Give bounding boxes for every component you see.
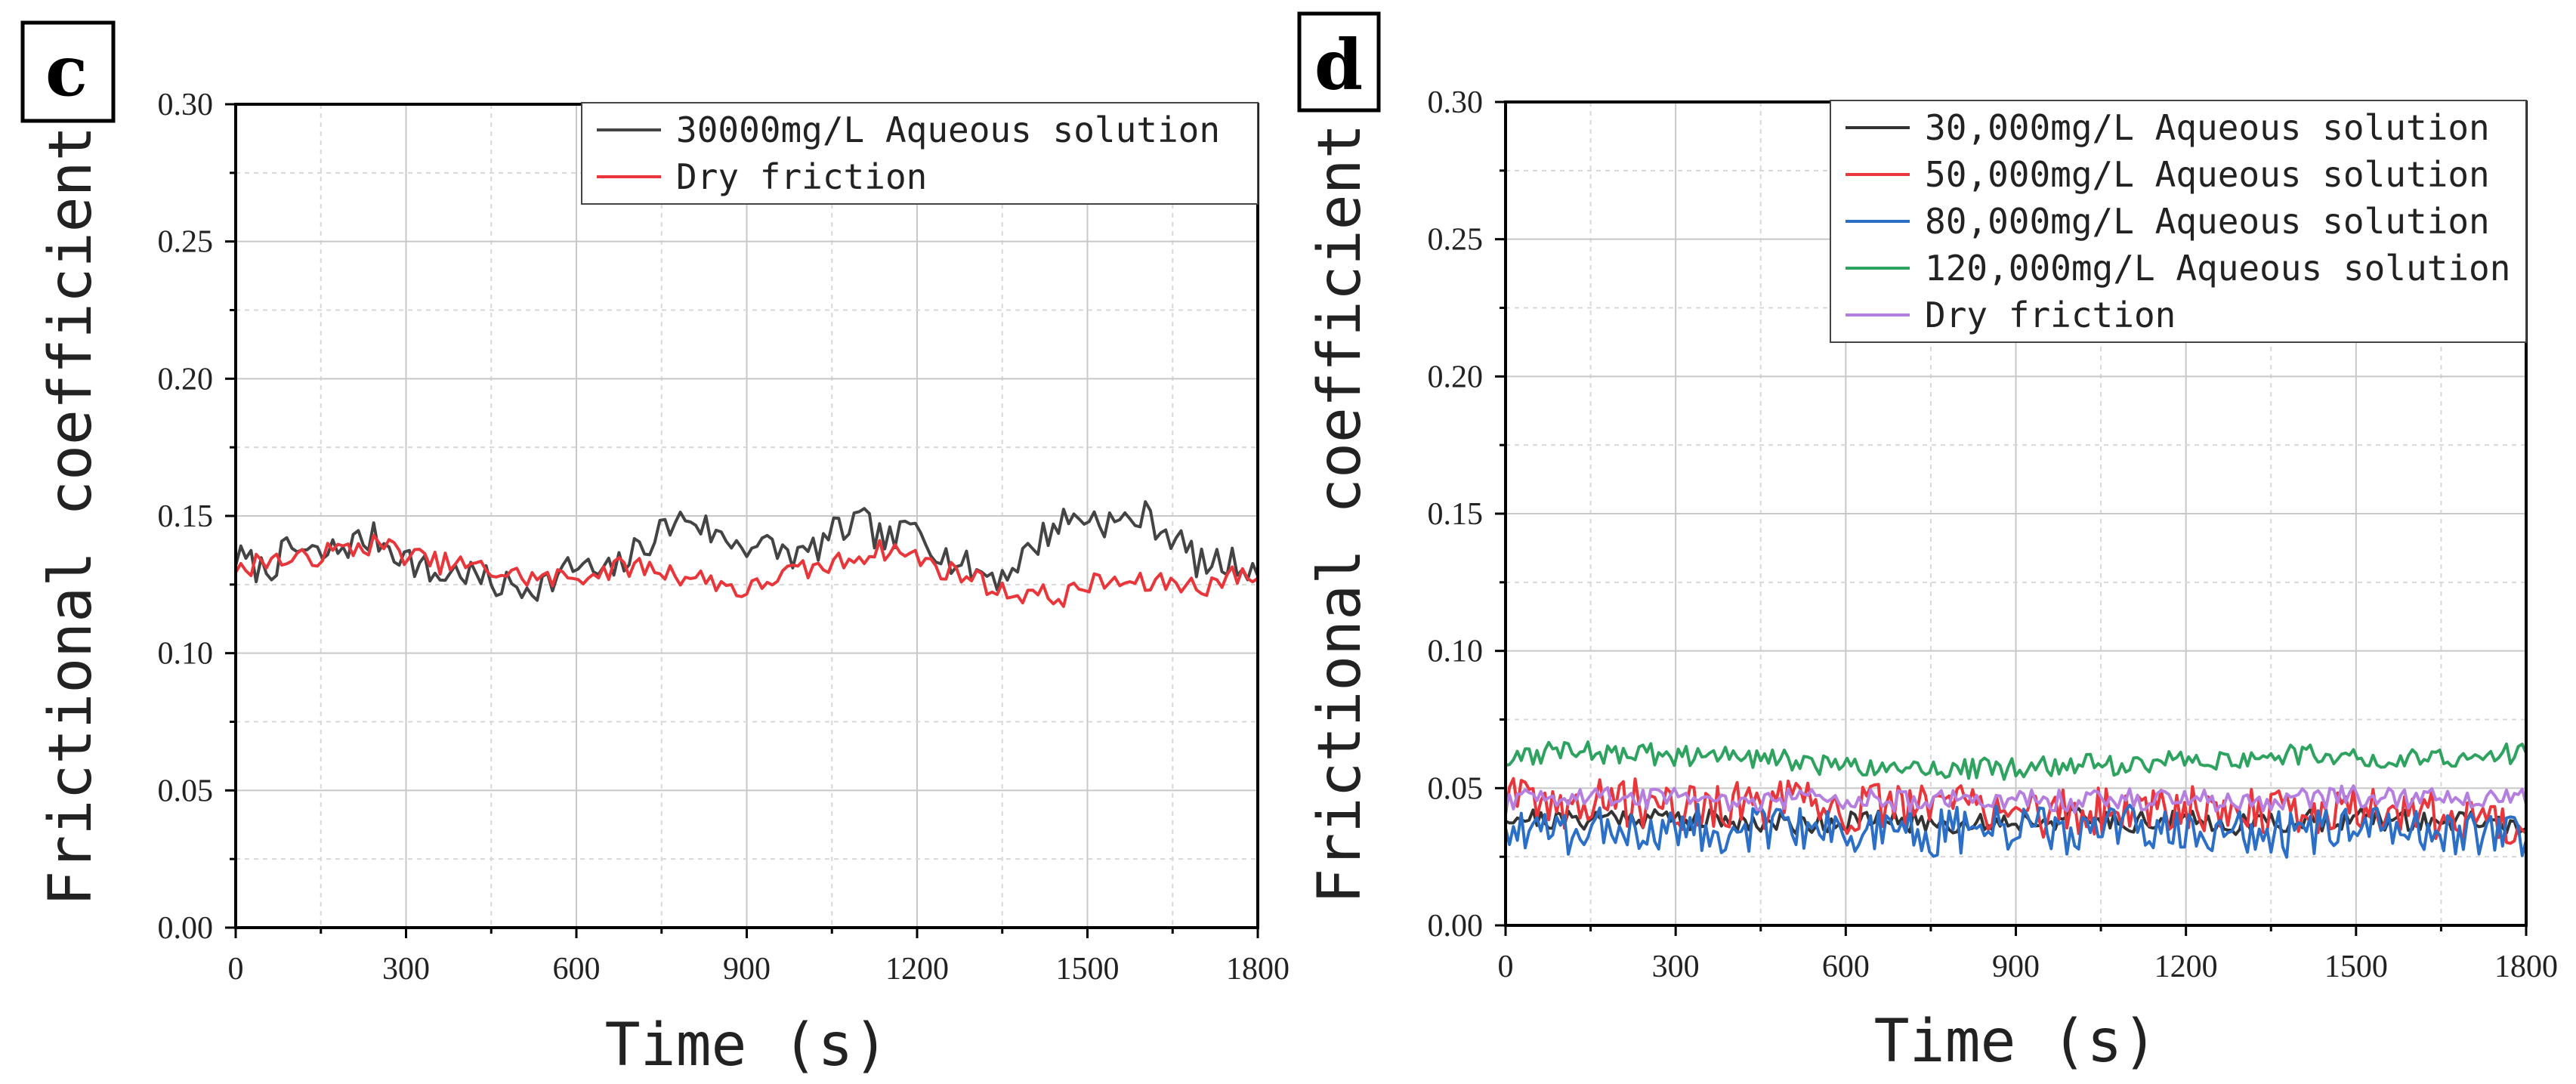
panel-letter: c — [45, 30, 88, 112]
legend-box — [581, 102, 1259, 205]
x-tick-label: 0 — [1498, 950, 1514, 984]
x-tick-label: 0 — [228, 952, 244, 987]
y-tick-label: 0.00 — [158, 911, 214, 946]
x-tick-label: 1200 — [2154, 950, 2218, 984]
grid — [236, 104, 1258, 928]
y-tick-label: 0.30 — [158, 88, 214, 122]
chart-panel-c: c 0 300 600 900 1200 1500 1800 0.00 0.05 0.10 0.15 0… — [20, 20, 1290, 1079]
panel-letter: d — [1314, 24, 1363, 106]
legend-label-1: 30,000mg/L Aqueous solution — [1925, 107, 2490, 148]
legend: 30000mg/L Aqueous solution Dry friction — [581, 102, 1259, 205]
y-tick-label: 0.10 — [158, 637, 214, 672]
panel-letter-box — [20, 20, 116, 123]
y-tick-label: 0.05 — [1428, 771, 1484, 806]
y-tick-label: 0.00 — [1428, 909, 1484, 943]
y-axis-title: Frictional coefficient — [37, 125, 105, 906]
y-tick-label: 0.15 — [1428, 497, 1484, 532]
y-tick-label: 0.10 — [1428, 635, 1484, 669]
x-tick-label: 1500 — [2324, 950, 2388, 984]
y-axis-title: Frictional coefficient — [1306, 123, 1374, 903]
legend-label-2: 50,000mg/L Aqueous solution — [1925, 154, 2490, 195]
chart-panel-d: d 0 300 600 900 1200 1500 1800 0.00 0.05 0.10 0.15 0… — [1297, 11, 2558, 1076]
legend-box — [1830, 100, 2527, 343]
x-axis-title: Time (s) — [1874, 1008, 2158, 1076]
y-tick-label: 0.25 — [158, 225, 214, 260]
x-tick-label: 900 — [723, 952, 771, 987]
series-line-2 — [234, 533, 1259, 608]
series-line-3 — [1504, 802, 2528, 859]
panel-letter-box — [1297, 11, 1381, 113]
y-tick-label: 0.15 — [158, 499, 214, 534]
grid — [1506, 102, 2526, 925]
legend-label-5: Dry friction — [1925, 295, 2176, 335]
legend-label-3: 80,000mg/L Aqueous solution — [1925, 201, 2490, 242]
legend-label-4: 120,000mg/L Aqueous solution — [1925, 248, 2510, 289]
x-tick-label: 1200 — [885, 952, 949, 987]
x-tick-label: 1800 — [2494, 950, 2558, 984]
x-axis-title: Time (s) — [605, 1011, 889, 1079]
y-tick-label: 0.30 — [1428, 85, 1484, 120]
series-line-4 — [1505, 740, 2528, 781]
legend-label-2: Dry friction — [676, 156, 927, 197]
x-tick-label: 300 — [1652, 950, 1700, 984]
x-tick-label: 1500 — [1056, 952, 1120, 987]
x-tick-label: 600 — [553, 952, 601, 987]
legend: 30,000mg/L Aqueous solution 50,000mg/L Aq… — [1830, 100, 2527, 343]
x-tick-label: 300 — [382, 952, 430, 987]
x-tick-label: 600 — [1822, 950, 1870, 984]
y-tick-label: 0.05 — [158, 774, 214, 808]
y-tick-label: 0.20 — [1428, 360, 1484, 394]
series-line-5 — [1504, 784, 2528, 814]
y-tick-label: 0.25 — [1428, 223, 1484, 258]
x-tick-label: 1800 — [1226, 952, 1290, 987]
series-line-1 — [234, 500, 1259, 602]
legend-label-1: 30000mg/L Aqueous solution — [676, 110, 1220, 150]
x-tick-label: 900 — [1992, 950, 2040, 984]
y-tick-label: 0.20 — [158, 362, 214, 397]
